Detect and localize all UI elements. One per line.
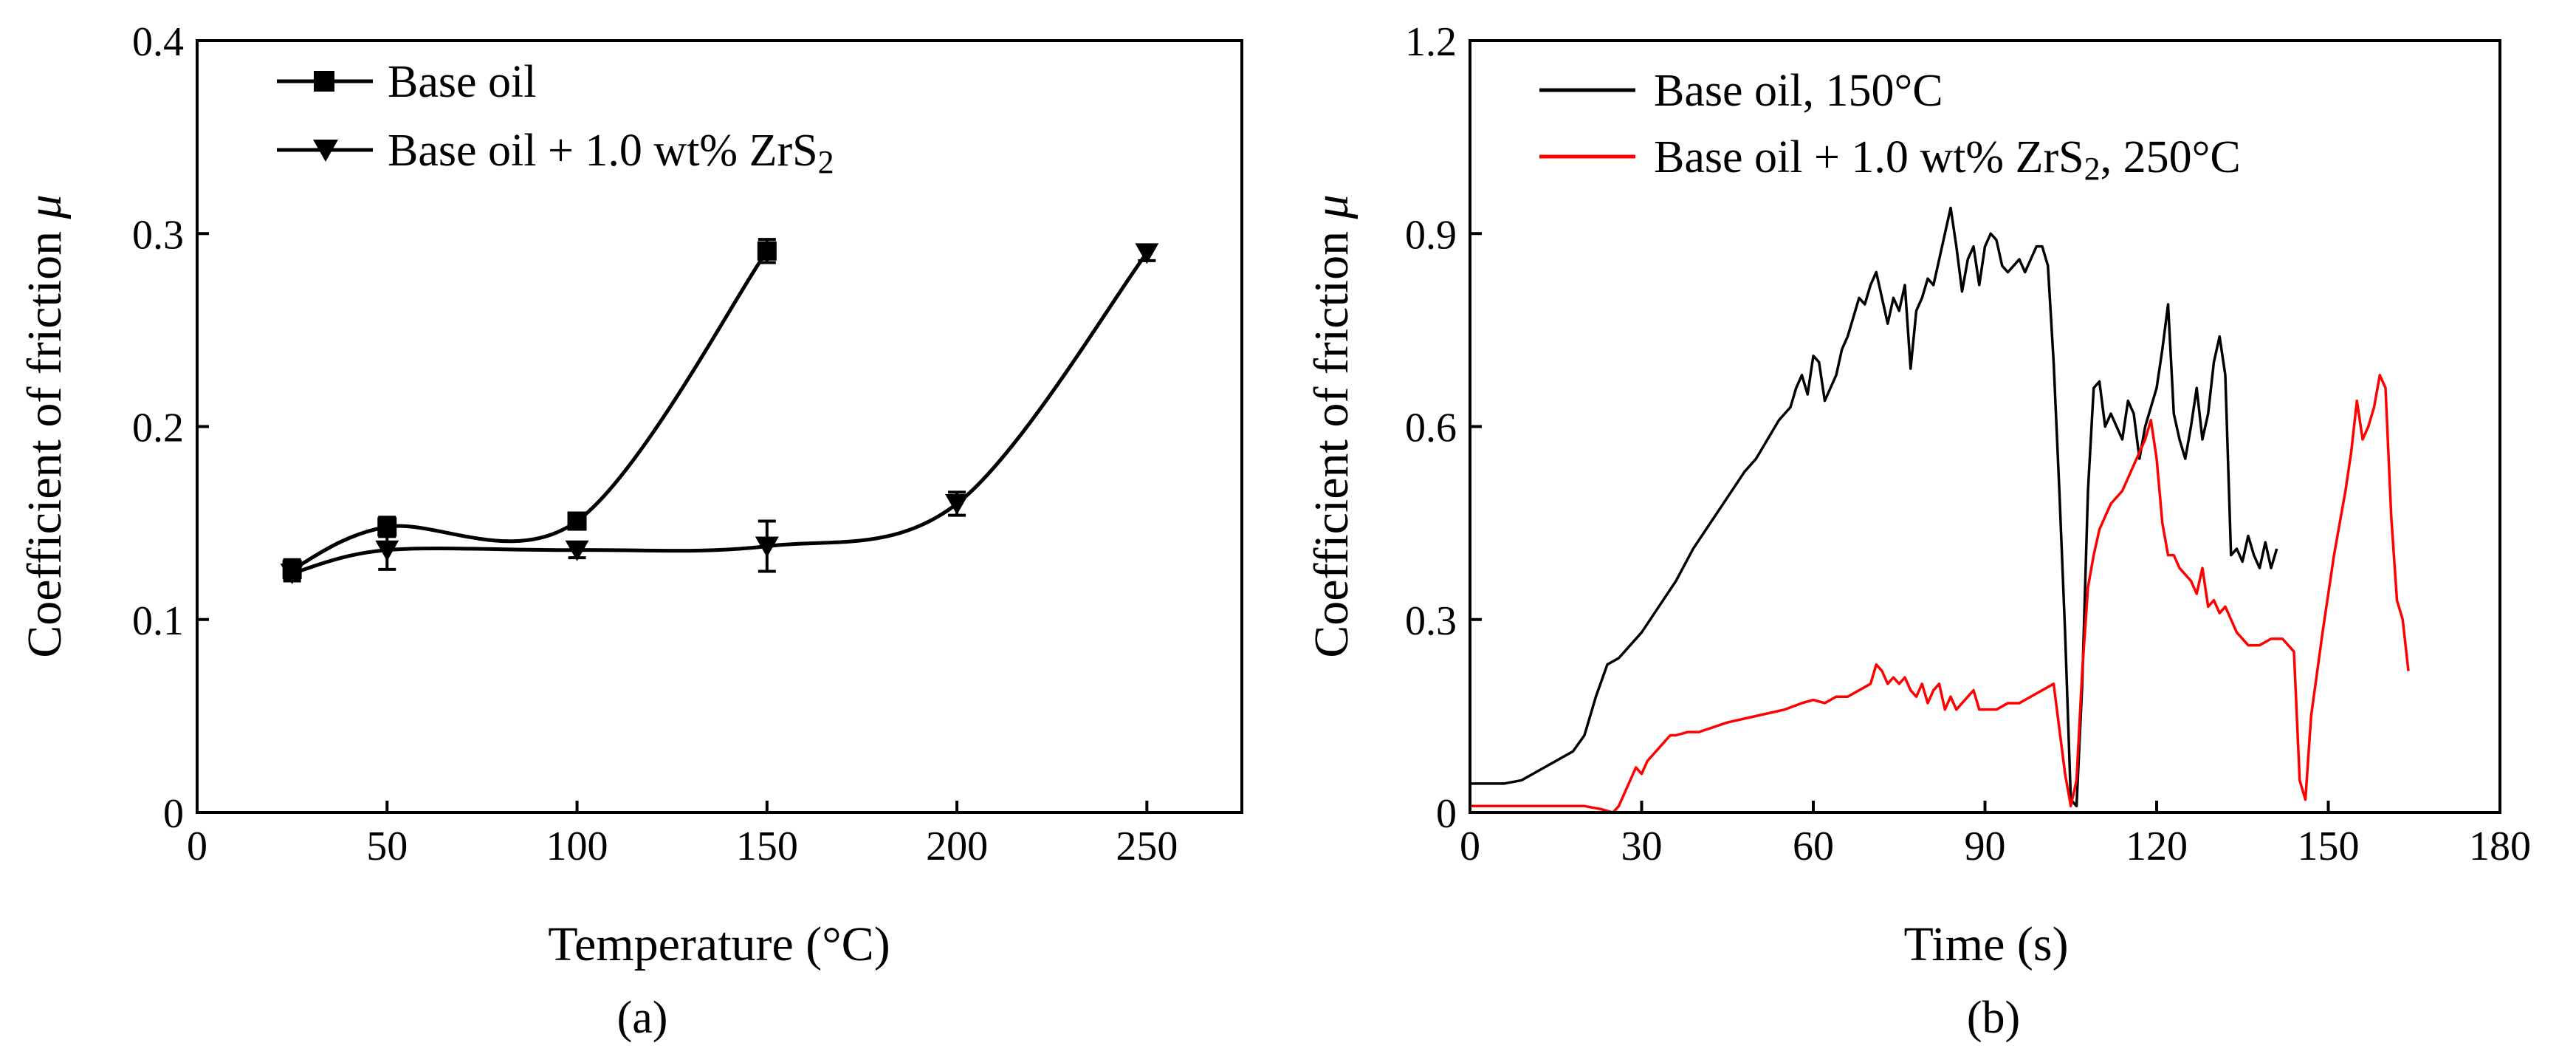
legend-b-base-oil-label: Base oil, 150°C	[1654, 66, 1943, 116]
panel-a-x-axis-label: Temperature (°C)	[548, 917, 890, 971]
panel-b-x-tick-label-150: 150	[2298, 824, 2360, 869]
legend-b-zrs2-label: Base oil + 1.0 wt% ZrS2, 250°C	[1654, 132, 2241, 187]
legend-a-zrs2-subscript: 2	[818, 144, 834, 180]
panel-a-x-tick-label-50: 50	[366, 824, 408, 869]
panel-a-x-tick-label-250: 250	[1116, 824, 1178, 869]
panel-a-x-tick-label-0: 0	[187, 824, 207, 869]
panel-b-x-tick-label-120: 120	[2126, 824, 2188, 869]
panel-a-y-tick-label-0.4: 0.4	[132, 19, 184, 65]
panel-b-ticks: 0 30 60 90 120 150 180 0 0.3 0.6 0.9 1.2	[1405, 19, 2531, 869]
panel-a-series-1-point-2	[565, 540, 589, 561]
panel-a-series-0-line	[291, 250, 769, 572]
panel-b-data-marks	[1470, 206, 2410, 814]
panel-b-y-tick-label-0: 0	[1436, 791, 1457, 837]
panel-a-ticks: 0 50 100 150 200 250 0 0.1 0.2 0.3 0.4	[132, 19, 1178, 869]
panel-a-y-axis-label: Coefficient of friction μ	[18, 194, 72, 658]
panel-b-y-tick-label-1.2: 1.2	[1405, 19, 1457, 65]
panel-b-y-tick-label-0.9: 0.9	[1405, 212, 1457, 258]
legend-a-zrs2-label: Base oil + 1.0 wt% ZrS2	[388, 126, 834, 180]
panel-a-series-1-point-4	[945, 494, 969, 515]
panel-b-series-1-line	[1470, 374, 2410, 814]
panel-a-series-1-point-5	[1135, 243, 1159, 264]
panel-b-y-tick-label-0.3: 0.3	[1405, 598, 1457, 644]
panel-a-data-marks	[280, 238, 1159, 585]
legend-a-base-oil-label: Base oil	[388, 57, 536, 107]
panel-a-y-axis-mu-symbol: μ	[18, 194, 72, 219]
panel-b-y-axis-mu-symbol: μ	[1305, 194, 1359, 219]
panel-a-caption: (a)	[617, 993, 668, 1043]
panel-a-series-0-point-2	[567, 511, 587, 531]
panel-a-x-tick-label-200: 200	[926, 824, 988, 869]
panel-a-series-1-point-3	[755, 536, 779, 558]
panel-b-y-tick-label-0.6: 0.6	[1405, 405, 1457, 451]
panel-b-series-0-line	[1470, 206, 2278, 808]
panel-b-y-axis-label-text: Coefficient of friction	[1305, 219, 1359, 657]
panel-a-y-tick-label-0.1: 0.1	[132, 598, 184, 644]
panel-b-x-tick-label-30: 30	[1621, 824, 1663, 869]
chart-panel-a: 0 50 100 150 200 250 0 0.1 0.2 0.3 0.4 Temperature…	[18, 19, 1243, 1043]
panel-a-x-tick-label-100: 100	[546, 824, 608, 869]
panel-b-y-axis-label: Coefficient of friction μ	[1305, 194, 1359, 658]
panel-a-y-tick-label-0.2: 0.2	[132, 405, 184, 451]
panel-b-caption: (b)	[1967, 993, 2020, 1043]
panel-b-legend: Base oil, 150°C Base oil + 1.0 wt% ZrS2,…	[1539, 66, 2241, 187]
panel-b-x-tick-label-60: 60	[1793, 824, 1834, 869]
panel-a-series-1-point-0	[280, 564, 304, 585]
legend-b-zrs2-suffix: , 250°C	[2101, 132, 2241, 182]
panel-b-x-tick-label-90: 90	[1965, 824, 2006, 869]
panel-a-legend: Base oil Base oil + 1.0 wt% ZrS2	[277, 57, 834, 180]
panel-a-x-tick-label-150: 150	[736, 824, 798, 869]
panel-a-series-0-point-3	[757, 241, 777, 261]
legend-a-zrs2-triangle-marker	[313, 140, 338, 162]
panel-a-series-1-point-1	[375, 540, 399, 561]
legend-a-zrs2-label-text: Base oil + 1.0 wt% ZrS	[388, 126, 818, 176]
panel-b-x-axis-label: Time (s)	[1903, 917, 2068, 971]
chart-panel-b: 0 30 60 90 120 150 180 0 0.3 0.6 0.9 1.2 Time (s) C…	[1305, 19, 2531, 1043]
panel-a-y-tick-label-0: 0	[163, 791, 184, 837]
legend-b-zrs2-label-text: Base oil + 1.0 wt% ZrS	[1654, 132, 2084, 182]
legend-a-base-oil-square-marker	[314, 71, 334, 92]
panel-a-series-1-line	[292, 251, 1149, 575]
legend-b-zrs2-subscript: 2	[2084, 151, 2101, 187]
panel-b-x-tick-label-180: 180	[2469, 824, 2531, 869]
panel-b-x-tick-label-0: 0	[1460, 824, 1480, 869]
panel-a-y-tick-label-0.3: 0.3	[132, 212, 184, 258]
panel-a-y-axis-label-text: Coefficient of friction	[18, 219, 72, 657]
